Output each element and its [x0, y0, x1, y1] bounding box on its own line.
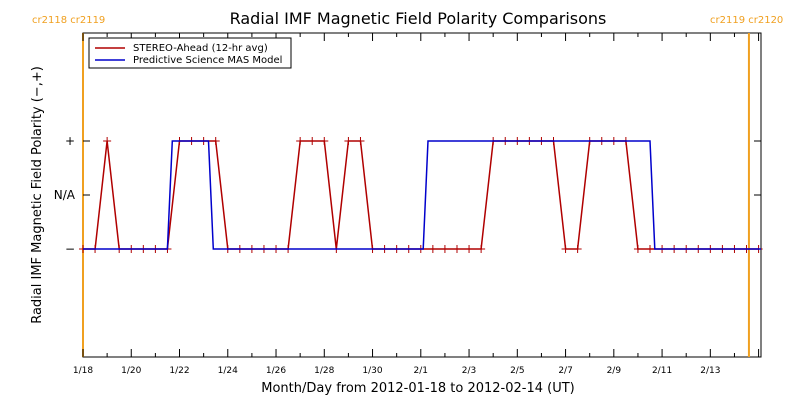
series-0-point-46 [633, 245, 642, 253]
series-0-point-23 [356, 137, 365, 145]
corner-label-right: cr2119 cr2120 [710, 15, 783, 26]
series-0-point-40 [561, 245, 570, 253]
series-0-point-29 [428, 245, 437, 253]
x-tick-label-1: 1/20 [121, 366, 141, 376]
series-0-point-19 [308, 137, 317, 145]
series-line-1 [83, 140, 761, 250]
series-0-point-11 [211, 137, 220, 145]
x-axis-label: Month/Day from 2012-01-18 to 2012-02-14 … [261, 381, 574, 396]
x-tick-label-7: 2/1 [414, 366, 428, 376]
legend-label-model: Predictive Science MAS Model [133, 55, 282, 66]
legend-label-stereo: STEREO-Ahead (12-hr avg) [133, 43, 268, 54]
plot-frame [82, 32, 762, 358]
x-axis-ticks: 1/18 1/20 1/22 1/24 1/26 1/28 1/30 2/1 2/3 2/5 2/7… [73, 33, 760, 376]
x-tick-label-13: 2/13 [700, 366, 720, 376]
x-tick-label-11: 2/9 [607, 366, 622, 376]
y-tick-label-0: − [65, 242, 75, 256]
series-0-point-20 [320, 137, 329, 145]
series-0-point-32 [465, 245, 474, 253]
series-0-point-2 [103, 137, 112, 145]
series-0-point-41 [573, 245, 582, 253]
y-axis-ticks: − N/A + [54, 134, 761, 256]
x-tick-label-3: 1/24 [218, 366, 238, 376]
x-tick-label-5: 1/28 [314, 366, 334, 376]
y-axis-label: Radial IMF Magnetic Field Polarity (−,+) [30, 66, 45, 324]
series-0-point-31 [452, 245, 461, 253]
x-tick-label-4: 1/26 [266, 366, 286, 376]
x-tick-label-8: 2/3 [462, 366, 476, 376]
series-0-point-22 [344, 137, 353, 145]
carrington-lines [82, 33, 750, 357]
series-line-0 [83, 140, 759, 250]
x-tick-label-9: 2/5 [510, 366, 524, 376]
y-tick-label-1: N/A [54, 188, 76, 202]
series-0-point-30 [440, 245, 449, 253]
x-tick-label-12: 2/11 [652, 366, 672, 376]
x-tick-label-2: 1/22 [169, 366, 189, 376]
corner-label-left: cr2118 cr2119 [32, 15, 105, 26]
y-tick-label-2: + [65, 134, 75, 148]
x-tick-label-10: 2/7 [558, 366, 572, 376]
series-0-point-33 [477, 245, 486, 253]
series-0-point-18 [296, 137, 305, 145]
legend: STEREO-Ahead (12-hr avg) Predictive Scie… [88, 37, 292, 69]
x-tick-label-6: 1/30 [362, 366, 382, 376]
x-tick-label-0: 1/18 [73, 366, 93, 376]
legend-box [88, 37, 292, 69]
series-0-point-47 [646, 245, 655, 253]
chart-title: Radial IMF Magnetic Field Polarity Compa… [230, 9, 607, 28]
series-layer [79, 137, 763, 253]
